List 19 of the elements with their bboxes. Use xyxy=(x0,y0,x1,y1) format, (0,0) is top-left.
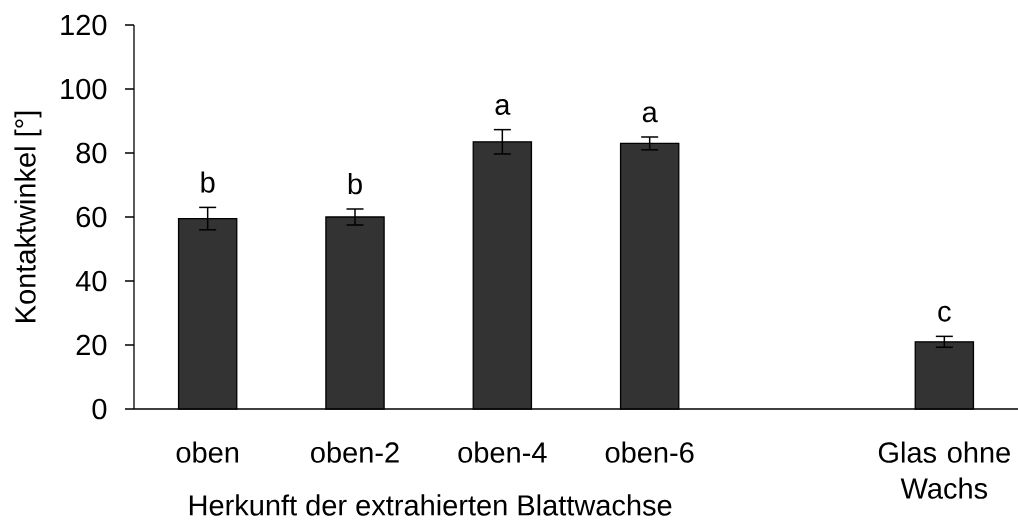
y-tick-label: 80 xyxy=(76,142,107,164)
y-tick-label: 40 xyxy=(75,270,107,292)
y-tick-label: 120 xyxy=(61,14,107,36)
y-tick-label: 20 xyxy=(76,334,107,356)
x-tick-label: oben-2 xyxy=(311,441,399,463)
annotation: b xyxy=(201,171,215,193)
y-tick-label: 0 xyxy=(92,398,107,420)
x-tick-label: oben-6 xyxy=(605,441,694,463)
x-axis-title: Herkunft der extrahierten Blattwachse xyxy=(189,494,672,516)
x-tick-label: oben-4 xyxy=(458,441,547,463)
y-tick-label: 60 xyxy=(76,206,107,228)
annotation: a xyxy=(642,106,658,123)
annotation: b xyxy=(348,172,362,195)
x-tick-label: oben xyxy=(176,441,239,463)
y-axis-title: Kontaktwinkel [°] xyxy=(14,111,42,322)
annotation: c xyxy=(938,305,951,322)
annotation: a xyxy=(495,99,511,115)
x-tick-label: Glas ohne Wachs xyxy=(878,441,1010,499)
y-tick-label: 100 xyxy=(61,78,107,100)
